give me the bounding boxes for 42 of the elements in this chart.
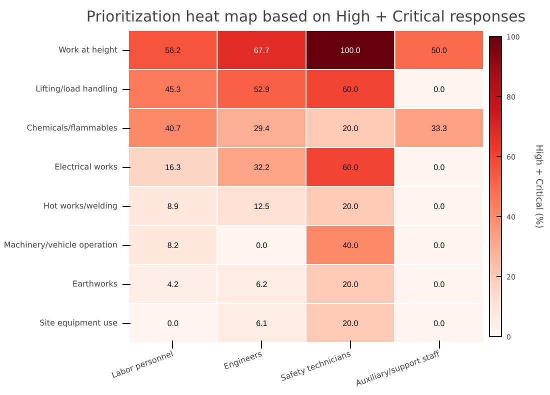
y-tick-label: Machinery/vehicle operation <box>4 240 118 250</box>
data-label: 60.0 <box>342 163 359 172</box>
data-label: 16.3 <box>165 163 182 172</box>
data-label: 60.0 <box>342 85 359 94</box>
data-label: 4.2 <box>167 280 179 289</box>
y-tick-label: Work at height <box>58 46 118 54</box>
y-tick-label: Earthworks <box>72 280 118 288</box>
y-tick-label: Site equipment use <box>40 318 118 328</box>
data-label: 20.0 <box>342 280 359 289</box>
data-label: 0.0 <box>434 163 446 172</box>
data-label: 0.0 <box>434 241 446 250</box>
data-label: 0.0 <box>434 85 446 94</box>
data-label: 100.0 <box>340 46 361 55</box>
data-label: 6.2 <box>256 280 268 289</box>
data-label: 0.0 <box>434 319 446 328</box>
data-label: 40.0 <box>342 241 359 250</box>
data-label: 32.2 <box>254 163 270 172</box>
data-label: 50.0 <box>431 46 448 55</box>
data-label: 6.1 <box>256 319 268 328</box>
data-label: 12.5 <box>254 202 270 211</box>
data-label: 0.0 <box>434 280 446 289</box>
data-label: 29.4 <box>254 124 270 133</box>
data-label: 40.7 <box>165 124 182 133</box>
data-label: 0.0 <box>434 202 446 211</box>
data-label: 56.2 <box>165 46 182 55</box>
data-label: 8.2 <box>167 241 179 250</box>
data-label: 45.3 <box>165 85 182 94</box>
data-label: 20.0 <box>342 319 359 328</box>
data-label: 20.0 <box>342 202 359 211</box>
y-tick-label: Lifting/load handling <box>36 84 118 94</box>
data-label: 20.0 <box>342 124 359 133</box>
y-tick-label: Electrical works <box>54 162 118 172</box>
y-tick-label: Hot works/welding <box>44 202 118 210</box>
data-label: 0.0 <box>256 241 268 250</box>
y-tick-label: Chemicals/flammables <box>26 124 118 132</box>
data-label: 0.0 <box>167 319 179 328</box>
chart-title: Prioritization heat map based on High + Critical responses <box>86 8 526 26</box>
data-label: 67.7 <box>254 46 270 55</box>
data-label: 33.3 <box>431 124 448 133</box>
data-label: 8.9 <box>167 202 179 211</box>
color-bar-title: High + Critical (%) <box>534 144 544 228</box>
data-label: 52.9 <box>254 85 270 94</box>
